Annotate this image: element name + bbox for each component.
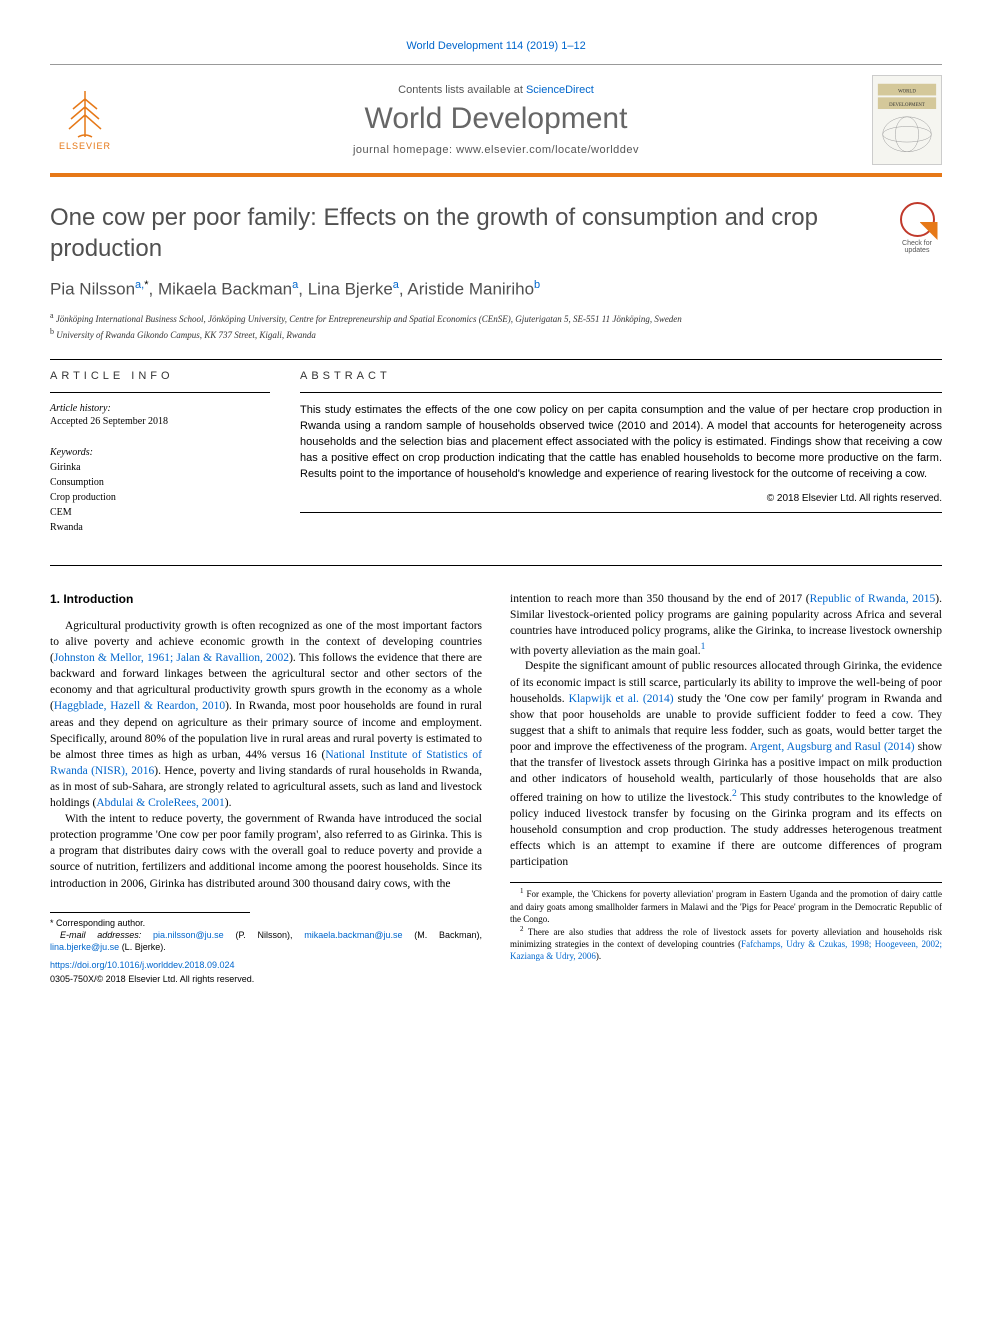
author-3-affil: a: [393, 279, 399, 291]
author-2-affil: a: [292, 279, 298, 291]
citation-link[interactable]: Republic of Rwanda, 2015: [810, 593, 936, 605]
title-row: One cow per poor family: Effects on the …: [50, 202, 942, 264]
journal-name: World Development: [135, 102, 857, 136]
affiliation-b: University of Rwanda Gikondo Campus, KK …: [56, 330, 316, 340]
divider: [50, 392, 270, 393]
email-link[interactable]: pia.nilsson@ju.se: [153, 930, 224, 940]
badge-text: Check for updates: [892, 240, 942, 254]
author-3: Lina Bjerke: [308, 280, 393, 299]
citation-link[interactable]: Argent, Augsburg and Rasul (2014): [750, 741, 915, 753]
history-date: Accepted 26 September 2018: [50, 416, 270, 427]
paragraph: Despite the significant amount of public…: [510, 658, 942, 870]
abstract-text: This study estimates the effects of the …: [300, 403, 942, 483]
divider: [50, 565, 942, 566]
affiliations: a Jönköping International Business Schoo…: [50, 310, 942, 341]
abstract-copyright: © 2018 Elsevier Ltd. All rights reserved…: [300, 493, 942, 504]
footnote-1: 1 For example, the 'Chickens for poverty…: [510, 887, 942, 924]
svg-text:WORLD: WORLD: [898, 90, 916, 95]
history-label: Article history:: [50, 403, 270, 414]
info-abstract-row: ARTICLE INFO Article history: Accepted 2…: [50, 360, 942, 535]
contents-list-text: Contents lists available at ScienceDirec…: [135, 84, 857, 96]
affiliation-a: Jönköping International Business School,…: [56, 314, 682, 324]
citation-link[interactable]: Abdulai & CroleRees, 2001: [96, 797, 224, 809]
header-center: Contents lists available at ScienceDirec…: [135, 84, 857, 156]
section-heading: 1. Introduction: [50, 591, 482, 608]
abstract-column: ABSTRACT This study estimates the effect…: [300, 360, 942, 535]
article-info-head: ARTICLE INFO: [50, 360, 270, 382]
divider: [300, 392, 942, 393]
email-link[interactable]: mikaela.backman@ju.se: [304, 930, 402, 940]
keywords-list: Girinka Consumption Crop production CEM …: [50, 460, 270, 535]
copyright-footer: 0305-750X/© 2018 Elsevier Ltd. All right…: [50, 973, 482, 985]
corresponding-author-note: * Corresponding author.: [50, 912, 250, 929]
author-1-affil: a,: [135, 279, 144, 291]
elsevier-tree-icon: [63, 89, 108, 139]
publisher-name: ELSEVIER: [59, 141, 111, 151]
journal-homepage: journal homepage: www.elsevier.com/locat…: [135, 144, 857, 156]
author-4-affil: b: [534, 279, 540, 291]
keyword: CEM: [50, 505, 270, 520]
citation-link[interactable]: Johnston & Mellor, 1961; Jalan & Ravalli…: [54, 652, 289, 664]
citation-header: World Development 114 (2019) 1–12: [50, 40, 942, 52]
divider: [300, 512, 942, 513]
footnotes: 1 For example, the 'Chickens for poverty…: [510, 882, 942, 962]
paragraph: Agricultural productivity growth is ofte…: [50, 618, 482, 811]
keyword: Crop production: [50, 490, 270, 505]
contents-list-label: Contents lists available at: [398, 84, 526, 96]
check-updates-badge[interactable]: Check for updates: [892, 202, 942, 257]
citation-link[interactable]: Klapwijk et al. (2014): [569, 693, 674, 705]
author-4: Aristide Maniriho: [407, 280, 534, 299]
email-addresses: E-mail addresses: pia.nilsson@ju.se (P. …: [50, 929, 482, 953]
keywords-label: Keywords:: [50, 447, 270, 458]
body-text: 1. Introduction Agricultural productivit…: [50, 591, 942, 985]
publisher-logo: ELSEVIER: [50, 80, 120, 160]
article-title: One cow per poor family: Effects on the …: [50, 202, 872, 264]
keyword: Consumption: [50, 475, 270, 490]
crossmark-icon: [900, 202, 935, 237]
paragraph: intention to reach more than 350 thousan…: [510, 591, 942, 658]
footer-left: * Corresponding author. E-mail addresses…: [50, 912, 482, 986]
footnote-ref[interactable]: 1: [701, 641, 706, 652]
footnote-2: 2 There are also studies that address th…: [510, 925, 942, 962]
author-2: Mikaela Backman: [158, 280, 292, 299]
abstract-head: ABSTRACT: [300, 360, 942, 382]
citation-link[interactable]: Haggblade, Hazell & Reardon, 2010: [54, 700, 225, 712]
paragraph: With the intent to reduce poverty, the g…: [50, 811, 482, 891]
journal-header: ELSEVIER Contents lists available at Sci…: [50, 64, 942, 177]
email-link[interactable]: lina.bjerke@ju.se: [50, 942, 119, 952]
journal-cover-icon: WORLD DEVELOPMENT: [872, 75, 942, 165]
corresponding-star: *: [144, 279, 148, 291]
svg-text:DEVELOPMENT: DEVELOPMENT: [889, 103, 925, 108]
keyword: Girinka: [50, 460, 270, 475]
sciencedirect-link[interactable]: ScienceDirect: [526, 84, 594, 96]
doi-link[interactable]: https://doi.org/10.1016/j.worlddev.2018.…: [50, 959, 482, 971]
keyword: Rwanda: [50, 520, 270, 535]
author-1: Pia Nilsson: [50, 280, 135, 299]
authors-list: Pia Nilssona,*, Mikaela Backmana, Lina B…: [50, 279, 942, 300]
article-info-column: ARTICLE INFO Article history: Accepted 2…: [50, 360, 270, 535]
